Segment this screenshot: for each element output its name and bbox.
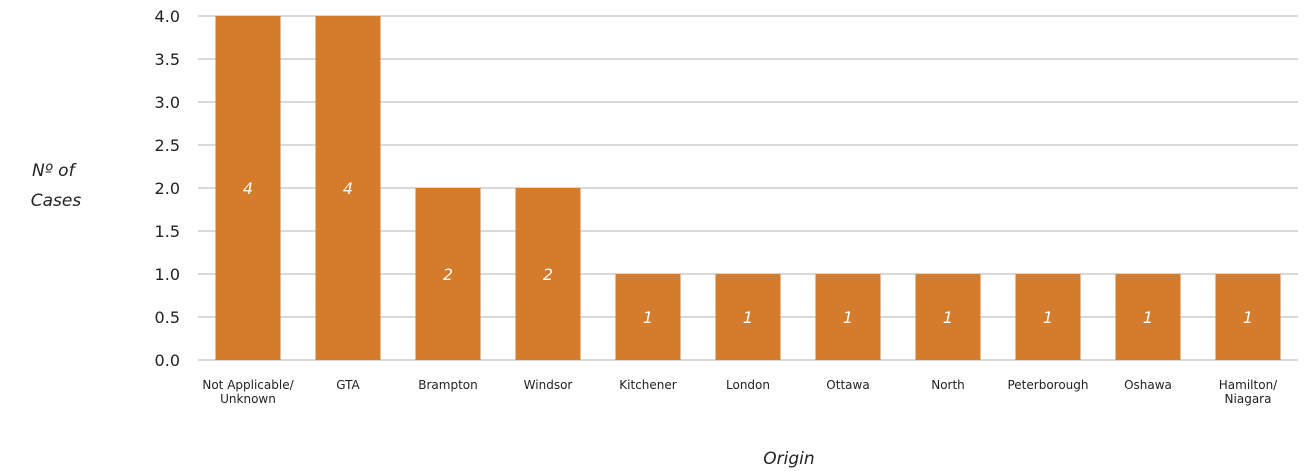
data-label: 1 <box>743 308 753 327</box>
x-tick-label: Brampton <box>418 378 477 392</box>
data-label: 2 <box>443 265 453 284</box>
x-tick-label: Kitchener <box>619 378 676 392</box>
x-tick-label-line: Kitchener <box>619 378 676 392</box>
y-tick-label: 1.5 <box>155 222 180 241</box>
y-axis-ticks: 0.0 0.5 1.0 1.5 2.0 2.5 3.0 3.5 4.0 <box>155 7 180 370</box>
x-tick-label-line: Windsor <box>524 378 573 392</box>
y-tick-label: 0.5 <box>155 308 180 327</box>
y-tick-label: 1.0 <box>155 265 180 284</box>
y-tick-label: 2.5 <box>155 136 180 155</box>
data-label: 1 <box>843 308 853 327</box>
bar <box>215 16 281 360</box>
bar <box>1015 274 1081 360</box>
y-axis-title-line-1: Nº of <box>32 161 78 181</box>
bar <box>715 274 781 360</box>
x-tick-label-line: Ottawa <box>826 378 869 392</box>
bar <box>1215 274 1281 360</box>
bar <box>615 274 681 360</box>
bars <box>215 16 1281 360</box>
bar <box>515 188 581 360</box>
x-tick-label: Ottawa <box>826 378 869 392</box>
x-axis-ticks: Not Applicable/Unknown GTA Brampton Windsor… <box>202 378 1278 406</box>
x-tick-label: Hamilton/Niagara <box>1219 378 1278 406</box>
y-tick-label: 3.5 <box>155 50 180 69</box>
x-tick-label-line: Brampton <box>418 378 477 392</box>
data-labels: 4 4 2 2 1 1 1 1 1 1 1 <box>243 179 1253 327</box>
x-tick-label-line: Oshawa <box>1124 378 1172 392</box>
x-tick-label-line: Niagara <box>1225 392 1272 406</box>
x-tick-label-line: Hamilton/ <box>1219 378 1278 392</box>
x-axis-title: Origin <box>763 449 814 469</box>
x-tick-label-line: Not Applicable/ <box>202 378 294 392</box>
x-tick-label-line: GTA <box>336 378 360 392</box>
data-label: 1 <box>1043 308 1053 327</box>
x-tick-label-line: London <box>726 378 770 392</box>
bar <box>1115 274 1181 360</box>
data-label: 4 <box>243 179 253 198</box>
x-tick-label: Not Applicable/Unknown <box>202 378 294 406</box>
y-tick-label: 0.0 <box>155 351 180 370</box>
bar <box>315 16 381 360</box>
bar <box>415 188 481 360</box>
x-tick-label: Windsor <box>524 378 573 392</box>
x-tick-label: Peterborough <box>1007 378 1088 392</box>
x-tick-label-line: Unknown <box>220 392 276 406</box>
y-tick-label: 3.0 <box>155 93 180 112</box>
bar <box>815 274 881 360</box>
data-label: 1 <box>1243 308 1253 327</box>
y-axis-title: Nº of Cases <box>31 161 82 211</box>
bar <box>915 274 981 360</box>
x-tick-label-line: Peterborough <box>1007 378 1088 392</box>
x-tick-label: GTA <box>336 378 360 392</box>
grid-lines <box>198 15 1298 361</box>
y-tick-label: 4.0 <box>155 7 180 26</box>
x-tick-label: London <box>726 378 770 392</box>
x-tick-label: Oshawa <box>1124 378 1172 392</box>
data-label: 1 <box>1143 308 1153 327</box>
data-label: 1 <box>943 308 953 327</box>
data-label: 4 <box>343 179 353 198</box>
data-label: 2 <box>543 265 553 284</box>
y-axis-title-line-2: Cases <box>31 191 82 211</box>
data-label: 1 <box>643 308 653 327</box>
x-tick-label-line: North <box>931 378 965 392</box>
x-tick-label: North <box>931 378 965 392</box>
y-tick-label: 2.0 <box>155 179 180 198</box>
